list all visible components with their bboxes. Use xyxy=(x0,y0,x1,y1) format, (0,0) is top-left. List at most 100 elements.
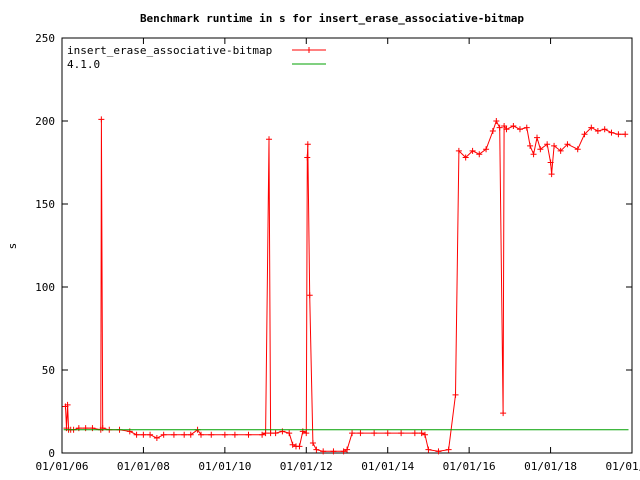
data-point xyxy=(187,431,194,438)
plot-series xyxy=(62,116,629,455)
data-point xyxy=(170,431,177,438)
data-point xyxy=(272,430,279,437)
chart-title: Benchmark runtime in s for insert_erase_… xyxy=(140,12,524,25)
data-point xyxy=(537,146,544,153)
legend-label: insert_erase_associative-bitmap xyxy=(67,44,272,57)
x-tick-label: 01/01/08 xyxy=(117,460,170,473)
data-point xyxy=(371,430,378,437)
data-point xyxy=(462,154,469,161)
data-point xyxy=(581,131,588,138)
data-point xyxy=(259,431,266,438)
data-point xyxy=(320,448,327,455)
data-point xyxy=(181,431,188,438)
y-axis-label: s xyxy=(6,243,19,250)
data-point xyxy=(133,431,140,438)
data-point xyxy=(588,124,595,131)
data-point xyxy=(303,430,310,437)
data-point xyxy=(418,430,425,437)
data-point xyxy=(357,430,364,437)
data-point xyxy=(309,440,316,447)
data-point xyxy=(516,126,523,133)
data-point xyxy=(523,124,530,131)
data-point xyxy=(544,141,551,148)
data-point xyxy=(455,147,462,154)
data-point xyxy=(64,401,71,408)
data-point xyxy=(622,131,629,138)
x-tick-label: 01/01/18 xyxy=(524,460,577,473)
x-tick-label: 01/01/20 xyxy=(606,460,640,473)
data-point xyxy=(384,430,391,437)
data-point xyxy=(527,142,534,149)
data-point xyxy=(344,446,351,453)
data-point xyxy=(594,127,601,134)
x-axis: 01/01/06 01/01/08 01/01/10 01/01/12 01/01/14… xyxy=(36,38,640,473)
x-tick-label: 01/01/14 xyxy=(361,460,414,473)
data-point xyxy=(493,118,500,124)
data-point xyxy=(398,430,405,437)
data-point xyxy=(98,116,105,123)
data-point xyxy=(503,126,510,133)
data-point xyxy=(500,410,507,417)
x-tick-label: 01/01/10 xyxy=(198,460,251,473)
data-point xyxy=(411,430,418,437)
data-point xyxy=(445,446,452,453)
data-point xyxy=(534,134,541,141)
data-point xyxy=(313,446,320,453)
data-point xyxy=(489,127,496,134)
data-point xyxy=(425,446,432,453)
data-point xyxy=(153,435,160,442)
y-tick-label: 150 xyxy=(35,198,55,211)
y-tick-label: 200 xyxy=(35,115,55,128)
x-tick-label: 01/01/16 xyxy=(443,460,496,473)
data-point xyxy=(330,448,337,455)
data-point xyxy=(496,124,503,131)
data-point xyxy=(530,151,537,158)
legend-label: 4.1.0 xyxy=(67,58,100,71)
plot-area-frame xyxy=(61,37,633,454)
data-point xyxy=(483,146,490,153)
data-point xyxy=(452,391,459,398)
data-point xyxy=(557,147,564,154)
data-point xyxy=(501,122,508,129)
x-tick-label: 01/01/06 xyxy=(36,460,89,473)
y-tick-label: 100 xyxy=(35,281,55,294)
data-point xyxy=(601,126,608,133)
data-point xyxy=(221,431,228,438)
data-point xyxy=(306,292,313,299)
legend-marker xyxy=(306,47,312,53)
data-point xyxy=(262,430,269,437)
data-point xyxy=(574,146,581,153)
data-point xyxy=(340,448,347,455)
data-point xyxy=(564,141,571,148)
data-point xyxy=(245,431,252,438)
data-point xyxy=(349,430,356,437)
y-tick-label: 50 xyxy=(42,364,55,377)
data-point xyxy=(304,141,311,148)
data-point xyxy=(267,430,274,437)
y-tick-label: 0 xyxy=(48,447,55,460)
series-line-0 xyxy=(65,119,626,452)
data-point xyxy=(286,430,293,437)
data-point xyxy=(296,443,303,450)
x-tick-label: 01/01/12 xyxy=(280,460,333,473)
data-point xyxy=(160,431,167,438)
data-point xyxy=(476,151,483,158)
data-point xyxy=(551,142,558,149)
data-point xyxy=(231,431,238,438)
data-point xyxy=(198,431,205,438)
y-axis: 0 50 100 150 200 250 xyxy=(35,32,632,460)
data-point xyxy=(510,122,517,129)
y-tick-label: 250 xyxy=(35,32,55,45)
data-point xyxy=(615,131,622,138)
data-point xyxy=(147,431,154,438)
data-point xyxy=(208,431,215,438)
data-point xyxy=(140,431,147,438)
data-point xyxy=(289,441,296,448)
data-point xyxy=(266,136,273,143)
data-point xyxy=(435,448,442,455)
data-point xyxy=(421,431,428,438)
data-point xyxy=(547,159,554,166)
